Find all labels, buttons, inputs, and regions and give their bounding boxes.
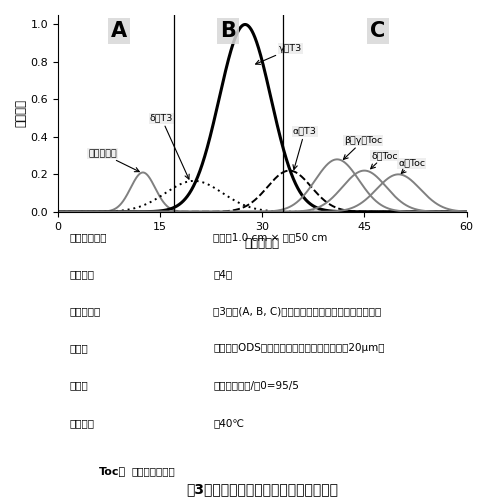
Text: ：3成分(A, B, C)分離擬似移動層クロマトグラフィー: ：3成分(A, B, C)分離擬似移動層クロマトグラフィー (213, 306, 381, 316)
Text: δ－T3: δ－T3 (149, 113, 189, 179)
Text: B: B (220, 21, 236, 41)
Text: 図3　分離パターンと最適製造分離条件: 図3 分離パターンと最適製造分離条件 (186, 482, 337, 496)
Text: Toc：: Toc： (98, 466, 125, 476)
Text: α－T3: α－T3 (292, 127, 316, 169)
Text: 溶離液: 溶離液 (70, 381, 88, 391)
Text: ：内径1.0 cm × 長さ50 cm: ：内径1.0 cm × 長さ50 cm (213, 232, 327, 242)
Text: δ－Toc: δ－Toc (370, 151, 397, 169)
Text: α－Toc: α－Toc (397, 159, 425, 173)
Text: β，γ－Toc: β，γ－Toc (343, 136, 382, 159)
Text: カラム数: カラム数 (70, 269, 95, 279)
Text: γ－T3: γ－T3 (255, 44, 302, 65)
Text: トコフェロール: トコフェロール (131, 466, 175, 476)
Text: ステロール: ステロール (88, 149, 139, 172)
Text: 操作温度: 操作温度 (70, 418, 95, 428)
Text: 吸着剤: 吸着剤 (70, 343, 88, 353)
Text: ：4本: ：4本 (213, 269, 232, 279)
Text: カラムサイズ: カラムサイズ (70, 232, 107, 242)
Text: A: A (111, 21, 127, 41)
Y-axis label: 相対強度: 相対強度 (14, 99, 27, 128)
Text: ：エタノール/汐0=95/5: ：エタノール/汐0=95/5 (213, 381, 299, 391)
Text: ：40℃: ：40℃ (213, 418, 243, 428)
Text: C: C (370, 21, 385, 41)
X-axis label: 時間（分）: 時間（分） (244, 237, 279, 250)
Text: 運転モード: 運転モード (70, 306, 101, 316)
Text: ：分取用ODSシリカゲル（オルガノ、粒子弤20μm）: ：分取用ODSシリカゲル（オルガノ、粒子弤20μm） (213, 343, 384, 353)
